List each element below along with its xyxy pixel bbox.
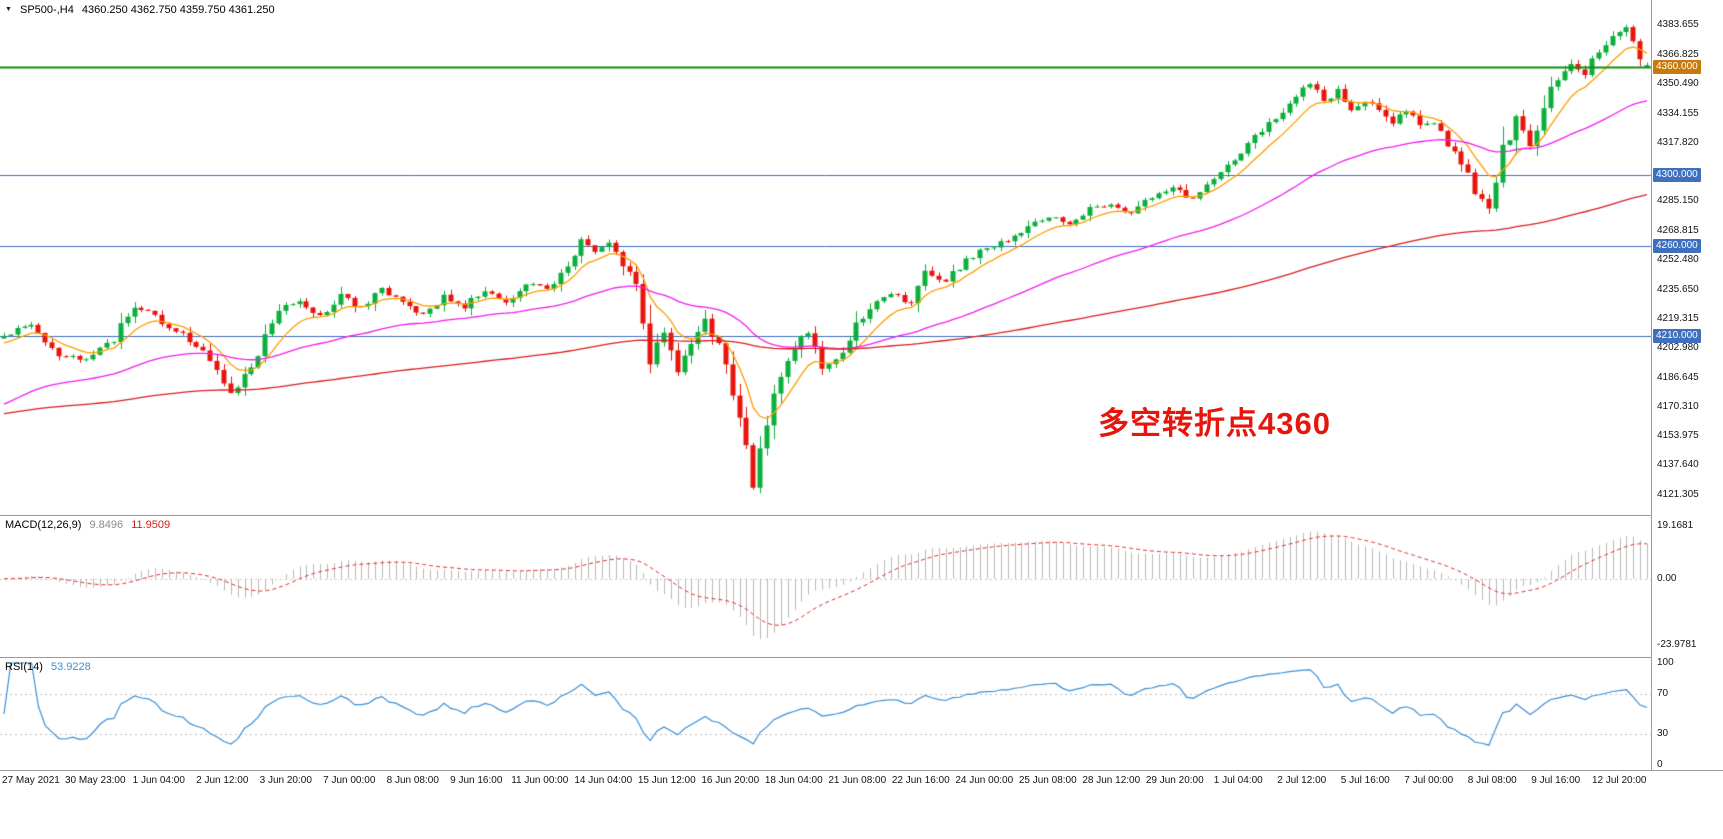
time-axis-label: 7 Jun 00:00 — [323, 775, 376, 786]
price-level-tag: 4360.000 — [1653, 60, 1701, 75]
macd-axis-label: 19.1681 — [1657, 520, 1694, 532]
price-axis-label: 4202.980 — [1657, 342, 1699, 354]
macd-label: MACD(12,26,9) — [5, 519, 82, 531]
macd-main-value: 9.8496 — [89, 519, 124, 531]
time-axis-label: 25 Jun 08:00 — [1018, 775, 1077, 786]
rsi-axis-label: 0 — [1657, 759, 1663, 770]
time-axis-label: 8 Jul 08:00 — [1467, 775, 1517, 786]
price-axis-label: 4252.480 — [1657, 253, 1699, 265]
price-axis-label: 4235.650 — [1657, 283, 1699, 295]
price-level-tag: 4210.000 — [1653, 328, 1701, 343]
time-axis-label: 30 May 23:00 — [64, 775, 126, 786]
symbol-timeframe-label: SP500-,H4 — [20, 4, 74, 16]
price-axis-label: 4366.825 — [1657, 49, 1699, 61]
time-axis-label: 15 Jun 12:00 — [637, 775, 696, 786]
price-axis-label: 4285.150 — [1657, 195, 1699, 207]
price-axis-label: 4121.305 — [1657, 488, 1699, 500]
chart-text-annotation[interactable]: 多空转折点4360 — [1098, 406, 1331, 441]
time-axis-label: 21 Jun 08:00 — [828, 775, 887, 786]
price-axis-label: 4170.310 — [1657, 400, 1699, 412]
ohlc-readout: 4360.250 4362.750 4359.750 4361.250 — [81, 4, 275, 16]
price-axis-label: 4186.645 — [1657, 371, 1699, 383]
price-axis-label: 4219.315 — [1657, 313, 1699, 325]
time-axis-label: 7 Jul 00:00 — [1404, 775, 1454, 786]
time-axis[interactable]: 27 May 2021 30 May 23:00 1 Jun 04:00 2 Jun … — [0, 771, 1651, 793]
chart-header: ▼ SP500-,H4 4360.250 4362.750 4359.750 4… — [5, 4, 280, 16]
time-axis-label: 18 Jun 04:00 — [764, 775, 823, 786]
time-axis-label: 8 Jun 08:00 — [386, 775, 439, 786]
rsi-axis-label: 70 — [1657, 687, 1669, 699]
axis-separator — [1651, 0, 1652, 770]
panel-separator — [0, 770, 1723, 771]
rsi-header: RSI(14) 53.9228 — [5, 661, 96, 673]
macd-axis-label: -23.9781 — [1657, 638, 1697, 650]
time-axis-label: 2 Jul 12:00 — [1277, 775, 1327, 786]
price-axis-label: 4383.655 — [1657, 19, 1699, 31]
time-axis-label: 27 May 2021 — [2, 775, 60, 786]
time-axis-label: 14 Jun 04:00 — [574, 775, 633, 786]
time-axis-label: 28 Jun 12:00 — [1082, 775, 1141, 786]
macd-signal-value: 11.9509 — [131, 519, 171, 531]
time-axis-label: 1 Jun 04:00 — [132, 775, 185, 786]
time-axis-label: 29 Jun 20:00 — [1145, 775, 1204, 786]
panel-separator — [0, 657, 1723, 658]
time-axis-label: 11 Jun 00:00 — [511, 775, 569, 786]
symbol-marker-icon: ▼ — [5, 6, 12, 13]
price-axis-label: 4334.155 — [1657, 107, 1699, 119]
price-axis-label: 4153.975 — [1657, 430, 1699, 442]
price-axis[interactable]: 4383.655 4366.825 4350.490 4334.155 4317.820… — [1652, 0, 1723, 516]
macd-axis[interactable]: 19.1681 0.00 -23.9781 — [1652, 516, 1723, 658]
time-axis-label: 3 Jun 20:00 — [259, 775, 312, 786]
macd-header: MACD(12,26,9) 9.8496 11.9509 — [5, 519, 175, 531]
time-axis-label: 22 Jun 16:00 — [891, 775, 950, 786]
rsi-axis-label: 30 — [1657, 728, 1669, 740]
time-axis-label: 24 Jun 00:00 — [955, 775, 1014, 786]
rsi-panel-canvas[interactable] — [0, 658, 1651, 770]
price-axis-label: 4317.820 — [1657, 136, 1699, 148]
time-axis-label: 9 Jul 16:00 — [1531, 775, 1581, 786]
time-axis-label: 5 Jul 16:00 — [1340, 775, 1390, 786]
time-axis-label: 1 Jul 04:00 — [1213, 775, 1263, 786]
panel-separator — [0, 515, 1723, 516]
rsi-label: RSI(14) — [5, 661, 43, 673]
price-axis-label: 4350.490 — [1657, 78, 1699, 90]
price-axis-label: 4268.815 — [1657, 224, 1699, 236]
rsi-axis-label: 100 — [1657, 657, 1674, 668]
price-chart-canvas[interactable] — [0, 0, 1651, 516]
macd-axis-label: 0.00 — [1657, 572, 1677, 584]
rsi-axis[interactable]: 100 70 30 0 — [1652, 657, 1723, 770]
time-axis-label: 9 Jun 16:00 — [450, 775, 503, 786]
price-axis-label: 4137.640 — [1657, 459, 1699, 471]
rsi-value: 53.9228 — [50, 661, 91, 673]
time-axis-label: 2 Jun 12:00 — [196, 775, 249, 786]
time-axis-label: 16 Jun 20:00 — [701, 775, 760, 786]
price-level-tag: 4260.000 — [1653, 239, 1701, 254]
price-level-tag: 4300.000 — [1653, 167, 1701, 182]
time-axis-label: 12 Jul 20:00 — [1592, 775, 1647, 786]
macd-panel-canvas[interactable] — [0, 516, 1651, 658]
